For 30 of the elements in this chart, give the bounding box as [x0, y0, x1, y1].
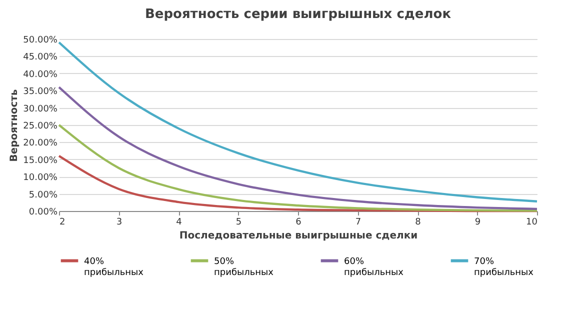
line-series — [58, 154, 538, 212]
x-tick-label: 8 — [415, 218, 422, 228]
legend-label: 40% прибыльных — [84, 256, 144, 278]
x-tick-label: 3 — [116, 218, 122, 228]
y-tick-label: 45.00% — [23, 52, 58, 63]
legend-label: 70% прибыльных — [474, 256, 534, 278]
y-tick-label: 40.00% — [23, 70, 58, 80]
y-tick-label: 15.00% — [23, 156, 58, 166]
line-series — [58, 41, 538, 202]
y-axis-title: Вероятность — [9, 89, 20, 162]
legend-label: 50% прибыльных — [214, 256, 274, 278]
line-series — [58, 124, 538, 212]
y-tick-label: 5.00% — [28, 190, 58, 200]
chart-title: Вероятность серии выигрышных сделок — [144, 7, 452, 22]
x-tick-label: 10 — [526, 218, 538, 228]
x-tick-label: 6 — [296, 218, 302, 228]
x-tick-label: 7 — [355, 218, 362, 228]
x-tick-label: 5 — [236, 218, 242, 228]
legend-label: 60% прибыльных — [344, 256, 404, 278]
x-tick-label: 2 — [60, 218, 66, 228]
y-tick-label: 10.00% — [23, 173, 58, 184]
y-tick-label: 0.00% — [28, 208, 58, 218]
y-tick-label: 30.00% — [23, 104, 58, 114]
x-tick-label: 4 — [176, 218, 182, 228]
x-tick-label: 9 — [474, 218, 481, 228]
y-tick-label: 20.00% — [23, 138, 58, 149]
y-tick-label: 25.00% — [23, 122, 58, 132]
x-axis-title: Последовательные выигрышные сделки — [179, 230, 418, 242]
y-tick-label: 35.00% — [23, 87, 58, 98]
y-tick-label: 50.00% — [23, 36, 58, 46]
